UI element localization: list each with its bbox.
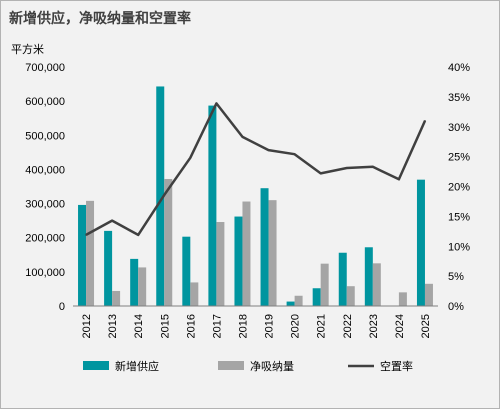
vacancy-rate-point	[424, 119, 426, 122]
bar-supply	[234, 216, 243, 306]
bar-absorption	[242, 201, 251, 306]
chart-title: 新增供应，净吸纳量和空置率	[9, 10, 191, 27]
vacancy-rate-point	[398, 178, 400, 181]
bar-supply	[260, 188, 269, 306]
x-axis-tick-label: 2020	[290, 314, 302, 338]
right-axis-tick-label: 35%	[448, 92, 470, 104]
left-axis-tick-label: 300,000	[25, 199, 65, 211]
x-axis-tick-label: 2017	[211, 314, 223, 338]
x-axis-tick-label: 2021	[316, 314, 328, 338]
bar-supply	[130, 258, 139, 306]
right-axis-tick-label: 25%	[448, 152, 470, 164]
right-axis-tick-label: 30%	[448, 122, 470, 134]
x-axis-tick-label: 2019	[264, 314, 276, 338]
bar-supply	[156, 86, 165, 306]
x-axis-tick-label: 2014	[133, 314, 145, 338]
right-axis-tick-label: 0%	[448, 301, 464, 313]
right-axis-tick-label: 15%	[448, 211, 470, 223]
bar-absorption	[190, 282, 199, 306]
bar-supply	[104, 230, 113, 306]
bar-absorption	[346, 286, 355, 306]
x-axis-tick-label: 2022	[342, 314, 354, 338]
bar-absorption	[372, 263, 381, 306]
vacancy-rate-point	[372, 165, 374, 168]
bar-absorption	[216, 222, 225, 306]
legend-swatch-absorption	[218, 361, 244, 370]
vacancy-rate-point	[241, 136, 244, 138]
vacancy-rate-point	[111, 219, 113, 222]
legend: 新增供应 净吸纳量 空置率	[83, 359, 413, 373]
left-axis-tick-label: 100,000	[25, 267, 65, 279]
right-axis-tick-label: 20%	[448, 182, 470, 194]
bar-supply	[364, 247, 373, 306]
bar-absorption	[424, 283, 433, 306]
legend-label: 净吸纳量	[250, 359, 294, 373]
x-axis-tick-label: 2016	[185, 314, 197, 338]
bar-supply	[78, 204, 87, 306]
legend-swatch-supply	[83, 361, 109, 370]
vacancy-rate-point	[163, 194, 166, 196]
x-axis-tick-label: 2025	[420, 314, 432, 338]
bar-supply	[416, 179, 425, 306]
x-axis-tick-label: 2013	[107, 314, 119, 338]
vacancy-rate-point	[189, 157, 192, 159]
left-axis-tick-label: 200,000	[25, 233, 65, 245]
plot-area: 0 100,000 200,000 300,000 400,000 500,000 600,…	[25, 62, 470, 338]
left-axis-tick-label: 0	[59, 301, 65, 313]
x-axis-tick-label: 2023	[368, 314, 380, 338]
vacancy-rate-point	[267, 149, 270, 151]
right-axis-tick-label: 10%	[448, 241, 470, 253]
vacancy-rate-point	[319, 172, 322, 175]
legend-label: 空置率	[380, 359, 413, 373]
left-axis-tick-label: 600,000	[25, 96, 65, 108]
bar-absorption	[138, 267, 147, 306]
bar-absorption	[86, 200, 95, 306]
bar-absorption	[112, 290, 121, 306]
bar-absorption	[398, 292, 407, 306]
x-axis-tick-label: 2018	[237, 314, 249, 338]
vacancy-rate-point	[345, 167, 348, 169]
vacancy-rate-point	[137, 234, 139, 236]
x-axis-tick-label: 2012	[81, 314, 93, 338]
vacancy-rate-point	[215, 102, 218, 105]
x-axis-tick-label: 2024	[394, 314, 406, 338]
legend-label: 新增供应	[115, 359, 159, 373]
bar-supply	[182, 236, 191, 306]
left-axis-unit-label: 平方米	[11, 42, 44, 56]
right-axis-tick-label: 5%	[448, 271, 464, 283]
bar-absorption	[268, 200, 277, 306]
bar-absorption	[294, 295, 303, 306]
bar-supply	[312, 288, 321, 306]
right-axis-tick-label: 40%	[448, 62, 470, 74]
bar-supply	[208, 105, 217, 307]
bar-absorption	[164, 178, 173, 306]
bar-supply	[286, 301, 295, 306]
left-axis-tick-label: 400,000	[25, 164, 65, 176]
vacancy-rate-point	[85, 234, 87, 236]
left-axis-tick-label: 500,000	[25, 130, 65, 142]
bar-absorption	[320, 263, 329, 306]
vacancy-rate-line	[85, 102, 427, 237]
bar-supply	[338, 252, 347, 306]
x-axis-tick-label: 2015	[159, 314, 171, 338]
vacancy-rate-point	[293, 153, 296, 156]
left-axis-tick-label: 700,000	[25, 62, 65, 74]
